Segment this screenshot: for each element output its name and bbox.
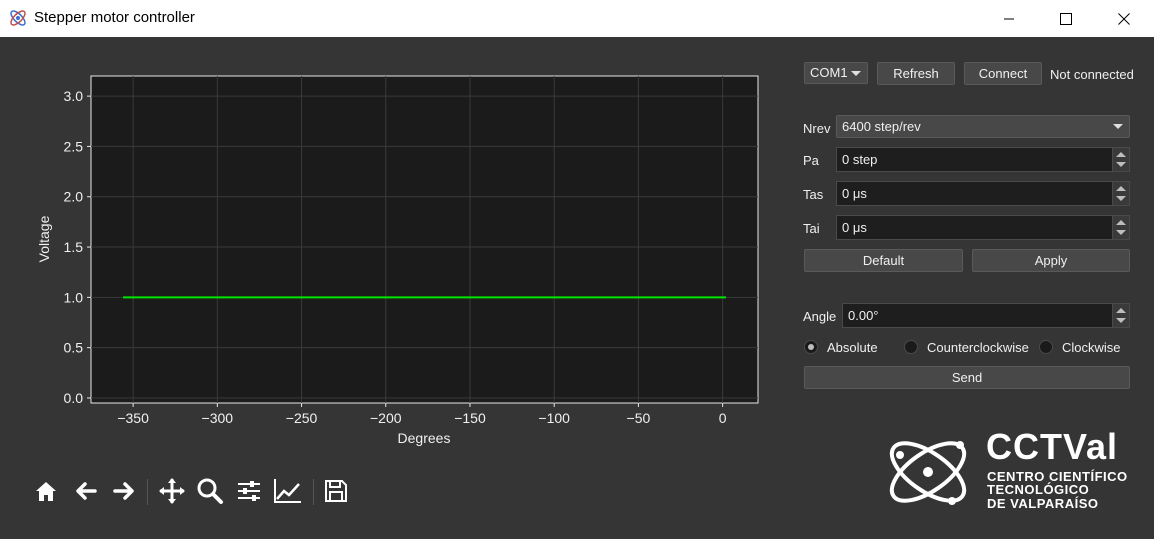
toolbar-separator: [313, 479, 314, 505]
pan-button[interactable]: [156, 474, 188, 508]
x-tick-label: −150: [454, 410, 486, 426]
absolute-radio-label[interactable]: Absolute: [827, 340, 878, 355]
tai-stepper[interactable]: [1112, 216, 1129, 239]
y-tick-label: 0.0: [64, 390, 84, 406]
pan-icon: [159, 478, 185, 504]
minimize-icon: [1004, 18, 1014, 19]
y-axis-label: Voltage: [36, 215, 52, 262]
tai-value: 0 μs: [842, 220, 867, 235]
angle-spinbox[interactable]: 0.00°: [842, 303, 1130, 328]
x-axis-label: Degrees: [398, 430, 451, 446]
toolbar-separator: [147, 479, 148, 505]
logo-line-2: TECNOLÓGICO: [987, 482, 1090, 497]
up-arrow-icon[interactable]: [1116, 186, 1126, 191]
main-window: −350 −300 −250 −200 −150 −100 −50 0 0.0 0.5 1.0 1.5…: [0, 37, 1154, 539]
clockwise-radio-label[interactable]: Clockwise: [1062, 340, 1121, 355]
save-icon: [325, 480, 347, 502]
send-button[interactable]: Send: [804, 366, 1130, 389]
configure-subplots-icon: [238, 481, 260, 501]
chevron-down-icon: [1113, 124, 1123, 129]
y-tick-label: 0.5: [64, 340, 84, 356]
x-tick-label: −200: [370, 410, 402, 426]
y-tick-label: 3.0: [64, 88, 84, 104]
title-bar: Stepper motor controller: [0, 0, 1154, 37]
absolute-radio[interactable]: [804, 340, 818, 354]
home-icon: [36, 482, 56, 501]
tas-value: 0 μs: [842, 186, 867, 201]
angle-label: Angle: [803, 309, 837, 324]
down-arrow-icon[interactable]: [1116, 318, 1126, 323]
voltage-plot[interactable]: −350 −300 −250 −200 −150 −100 −50 0 0.0 0.5 1.0 1.5…: [0, 37, 790, 467]
y-tick-label: 2.5: [64, 138, 84, 154]
maximize-icon: [1060, 12, 1072, 25]
nrev-value: 6400 step/rev: [842, 119, 921, 134]
pa-label: Pa: [803, 153, 819, 168]
up-arrow-icon[interactable]: [1116, 308, 1126, 313]
x-tick-label: −250: [286, 410, 318, 426]
back-button[interactable]: [70, 474, 102, 508]
forward-button[interactable]: [108, 474, 140, 508]
maximize-button[interactable]: [1043, 0, 1089, 37]
close-icon: [1118, 12, 1130, 25]
counterclockwise-radio[interactable]: [904, 340, 918, 354]
cctval-atom-logo: [889, 441, 967, 505]
plot-area[interactable]: [90, 75, 759, 404]
tai-spinbox[interactable]: 0 μs: [836, 215, 1130, 240]
tas-spinbox[interactable]: 0 μs: [836, 181, 1130, 206]
port-value: COM1: [810, 65, 848, 80]
minimize-button[interactable]: [986, 0, 1032, 37]
tas-stepper[interactable]: [1112, 182, 1129, 205]
back-icon: [76, 482, 97, 500]
y-tick-label: 1.0: [64, 289, 84, 305]
pa-stepper[interactable]: [1112, 148, 1129, 171]
port-select[interactable]: COM1: [804, 62, 868, 84]
configure-subplots-button[interactable]: [233, 474, 265, 508]
x-tick-label: −300: [202, 410, 234, 426]
logo-name: CCTVal: [986, 426, 1119, 467]
clockwise-radio[interactable]: [1039, 340, 1053, 354]
down-arrow-icon[interactable]: [1116, 162, 1126, 167]
down-arrow-icon[interactable]: [1116, 230, 1126, 235]
x-tick-label: −350: [117, 410, 149, 426]
tas-label: Tas: [803, 187, 824, 202]
atom-app-icon: [10, 10, 26, 26]
window-title: Stepper motor controller: [34, 9, 195, 26]
axis-ticks: −350 −300 −250 −200 −150 −100 −50 0 0.0 0.5 1.0 1.5…: [64, 88, 727, 426]
up-arrow-icon[interactable]: [1116, 220, 1126, 225]
angle-stepper[interactable]: [1112, 304, 1129, 327]
edit-axis-button[interactable]: [272, 474, 304, 508]
zoom-icon: [197, 478, 223, 504]
forward-icon: [113, 482, 134, 500]
save-button[interactable]: [320, 474, 352, 508]
edit-axis-icon: [274, 479, 301, 503]
nrev-select[interactable]: 6400 step/rev: [836, 115, 1130, 138]
connection-status: Not connected: [1050, 67, 1134, 82]
x-tick-label: −50: [627, 410, 651, 426]
logo-line-1: CENTRO CIENTÍFICO: [987, 469, 1128, 484]
apply-button[interactable]: Apply: [972, 249, 1130, 272]
chevron-down-icon: [851, 71, 861, 76]
y-tick-label: 2.0: [64, 189, 84, 205]
connect-button[interactable]: Connect: [964, 62, 1042, 85]
x-tick-label: 0: [719, 410, 727, 426]
zoom-button[interactable]: [194, 474, 226, 508]
logo-line-3: DE VALPARAÍSO: [987, 496, 1099, 511]
pa-value: 0 step: [842, 152, 878, 167]
down-arrow-icon[interactable]: [1116, 196, 1126, 201]
angle-value: 0.00°: [848, 308, 879, 323]
up-arrow-icon[interactable]: [1116, 152, 1126, 157]
default-button[interactable]: Default: [804, 249, 963, 272]
radio-selected-dot: [808, 344, 814, 350]
close-button[interactable]: [1101, 0, 1147, 37]
nrev-label: Nrev: [803, 121, 831, 136]
tai-label: Tai: [803, 221, 820, 236]
y-tick-label: 1.5: [64, 239, 84, 255]
x-tick-label: −100: [538, 410, 570, 426]
home-button[interactable]: [30, 474, 62, 508]
refresh-button[interactable]: Refresh: [877, 62, 955, 85]
pa-spinbox[interactable]: 0 step: [836, 147, 1130, 172]
counterclockwise-radio-label[interactable]: Counterclockwise: [927, 340, 1029, 355]
